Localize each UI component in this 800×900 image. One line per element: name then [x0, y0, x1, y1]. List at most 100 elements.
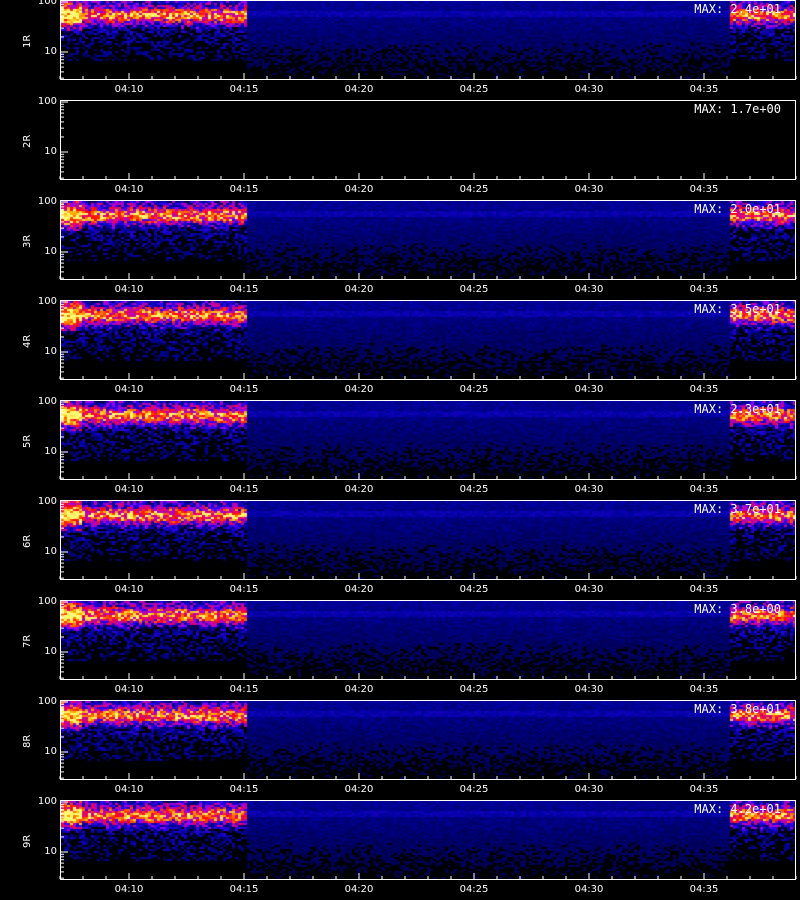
- y-tick-label: 100: [37, 596, 57, 607]
- y-tick-label: 10: [44, 446, 57, 457]
- x-tick-label: 04:30: [574, 484, 604, 495]
- spectrogram-plot-area: MAX: 2.4e+01: [60, 0, 796, 80]
- y-tick-label: 100: [37, 796, 57, 807]
- y-tick-label: 100: [37, 496, 57, 507]
- x-tick-label: 04:15: [229, 784, 259, 795]
- axis-ticks: [59, 301, 797, 379]
- axis-ticks: [59, 701, 797, 779]
- x-tick-label: 04:15: [229, 884, 259, 895]
- x-tick-label: 04:20: [344, 84, 374, 95]
- spectrogram-plot-area: MAX: 3.7e+01: [60, 500, 796, 580]
- spectrogram-panel: MAX: 3.8e+01 100 10 04:10 04:15 04:20 04:25 04:…: [0, 696, 800, 800]
- x-tick-label: 04:15: [229, 484, 259, 495]
- axis-ticks: [59, 201, 797, 279]
- y-tick-label: 10: [44, 46, 57, 57]
- x-tick-label: 04:10: [114, 584, 144, 595]
- x-tick-label: 04:15: [229, 584, 259, 595]
- y-tick-label: 100: [37, 696, 57, 707]
- spectrogram-image: [61, 201, 795, 279]
- spectrogram-panel: MAX: 3.7e+01 100 10 04:10 04:15 04:20 04:25 04:…: [0, 496, 800, 600]
- x-tick-label: 04:20: [344, 584, 374, 595]
- x-tick-label: 04:30: [574, 784, 604, 795]
- axis-ticks: [59, 401, 797, 479]
- y-tick-label: 10: [44, 146, 57, 157]
- spectrogram-plot-area: MAX: 4.2e+01: [60, 800, 796, 880]
- spectrogram-panel: MAX: 2.3e+01 100 10 04:10 04:15 04:20 04:25 04:…: [0, 396, 800, 500]
- spectrogram-plot-area: MAX: 1.7e+00: [60, 100, 796, 180]
- x-tick-label: 04:20: [344, 284, 374, 295]
- spectrogram-image: [61, 1, 795, 79]
- max-value-label: MAX: 2.4e+01: [694, 2, 781, 16]
- x-tick-label: 04:35: [689, 784, 719, 795]
- max-value-label: MAX: 3.5e+01: [694, 302, 781, 316]
- max-value-label: MAX: 2.3e+01: [694, 402, 781, 416]
- panel-ylabel: 6R: [22, 534, 33, 548]
- max-value-label: MAX: 3.7e+01: [694, 502, 781, 516]
- x-tick-label: 04:35: [689, 484, 719, 495]
- x-tick-label: 04:30: [574, 884, 604, 895]
- x-tick-label: 04:30: [574, 84, 604, 95]
- spectrogram-plot-area: MAX: 2.0e+01: [60, 200, 796, 280]
- x-tick-label: 04:35: [689, 384, 719, 395]
- x-tick-label: 04:30: [574, 384, 604, 395]
- x-tick-label: 04:30: [574, 184, 604, 195]
- x-tick-label: 04:30: [574, 584, 604, 595]
- axis-ticks: [59, 601, 797, 679]
- spectrogram-image: [61, 801, 795, 879]
- x-tick-label: 04:35: [689, 184, 719, 195]
- x-tick-label: 04:35: [689, 684, 719, 695]
- y-tick-label: 100: [37, 196, 57, 207]
- x-tick-label: 04:15: [229, 684, 259, 695]
- x-tick-label: 04:15: [229, 84, 259, 95]
- x-tick-label: 04:10: [114, 184, 144, 195]
- panel-ylabel: 7R: [22, 634, 33, 648]
- spectrogram-image: [61, 601, 795, 679]
- max-value-label: MAX: 2.0e+01: [694, 202, 781, 216]
- spectrogram-plot-area: MAX: 2.3e+01: [60, 400, 796, 480]
- x-tick-label: 04:10: [114, 784, 144, 795]
- max-value-label: MAX: 4.2e+01: [694, 802, 781, 816]
- spectrogram-plot-area: MAX: 3.8e+01: [60, 700, 796, 780]
- x-tick-label: 04:25: [459, 484, 489, 495]
- x-tick-label: 04:30: [574, 684, 604, 695]
- y-tick-label: 100: [37, 296, 57, 307]
- x-tick-label: 04:10: [114, 284, 144, 295]
- x-tick-label: 04:10: [114, 84, 144, 95]
- y-tick-label: 10: [44, 746, 57, 757]
- spectrogram-image: [61, 101, 795, 179]
- x-tick-label: 04:15: [229, 184, 259, 195]
- x-tick-label: 04:10: [114, 384, 144, 395]
- axis-ticks: [59, 501, 797, 579]
- x-tick-label: 04:35: [689, 884, 719, 895]
- panel-ylabel: 9R: [22, 834, 33, 848]
- spectrogram-panel: MAX: 4.2e+01 100 10 04:10 04:15 04:20 04:25 04:…: [0, 796, 800, 900]
- x-tick-label: 04:20: [344, 384, 374, 395]
- spectrogram-panel: MAX: 3.8e+00 100 10 04:10 04:15 04:20 04:25 04:…: [0, 596, 800, 700]
- spectrogram-image: [61, 701, 795, 779]
- x-tick-label: 04:10: [114, 684, 144, 695]
- x-tick-label: 04:30: [574, 284, 604, 295]
- x-tick-label: 04:25: [459, 584, 489, 595]
- y-tick-label: 10: [44, 546, 57, 557]
- spectrogram-image: [61, 501, 795, 579]
- spectrogram-panel: MAX: 3.5e+01 100 10 04:10 04:15 04:20 04:25 04:…: [0, 296, 800, 400]
- max-value-label: MAX: 3.8e+01: [694, 702, 781, 716]
- x-tick-label: 04:20: [344, 484, 374, 495]
- y-tick-label: 10: [44, 346, 57, 357]
- x-tick-label: 04:25: [459, 884, 489, 895]
- x-tick-label: 04:35: [689, 584, 719, 595]
- y-tick-label: 100: [37, 96, 57, 107]
- panel-ylabel: 3R: [22, 234, 33, 248]
- x-tick-label: 04:25: [459, 784, 489, 795]
- x-tick-label: 04:20: [344, 184, 374, 195]
- spectrogram-image: [61, 301, 795, 379]
- y-tick-label: 10: [44, 846, 57, 857]
- spectrogram-panel: MAX: 2.0e+01 100 10 04:10 04:15 04:20 04:25 04:…: [0, 196, 800, 300]
- panel-ylabel: 1R: [22, 34, 33, 48]
- max-value-label: MAX: 1.7e+00: [694, 102, 781, 116]
- x-tick-label: 04:25: [459, 384, 489, 395]
- axis-ticks: [59, 801, 797, 879]
- x-tick-label: 04:25: [459, 684, 489, 695]
- y-tick-label: 10: [44, 246, 57, 257]
